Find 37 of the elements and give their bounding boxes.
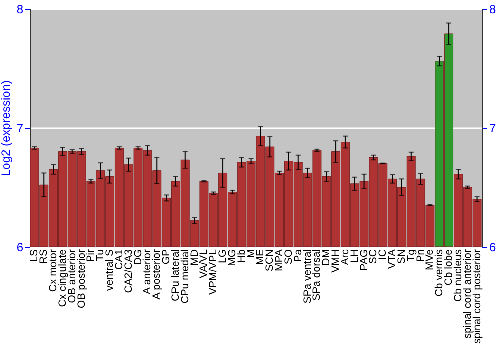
x-tick-label: Pa xyxy=(292,249,304,262)
y-tick-label: 6 xyxy=(16,240,24,254)
y-tick-label: 7 xyxy=(16,122,24,136)
x-tick-label: RS xyxy=(38,250,50,264)
x-tick-label: Tu xyxy=(94,249,107,262)
y2-tick-label: 7 xyxy=(490,122,496,136)
x-tick-label: A anterior xyxy=(142,249,154,294)
x-tick-label: spinal cord anterior xyxy=(462,248,474,339)
x-tick-label: DM xyxy=(320,250,333,266)
x-tick-label: CPu medial xyxy=(179,250,192,304)
x-tick-label: DG xyxy=(132,250,144,266)
x-tick-label: PAG xyxy=(358,250,370,271)
x-tick-label: IC xyxy=(377,249,390,260)
x-tick-label: Tg xyxy=(405,249,418,262)
x-tick-label: ME xyxy=(254,250,267,266)
x-tick-label: OB posterior xyxy=(76,249,88,308)
x-tick-label: VPM/VPL xyxy=(208,249,220,296)
x-tick-label: MD xyxy=(188,249,201,266)
x-tick-label: LH xyxy=(348,250,361,263)
x-tick-label: SPa dorsal xyxy=(311,250,324,301)
x-tick-label: SCN xyxy=(264,250,276,272)
x-tick-label: A posterior xyxy=(151,249,164,300)
y2-tick-label: 6 xyxy=(490,240,496,254)
y2-tick-label: 8 xyxy=(490,2,496,16)
x-tick-label: OB anterior xyxy=(66,249,78,304)
x-tick-label: VA/VL xyxy=(198,249,210,278)
x-tick-label: MVe xyxy=(424,249,436,271)
x-tick-label: Pir xyxy=(85,249,98,262)
x-tick-label: M xyxy=(245,250,258,258)
x-tick-label: SC xyxy=(368,249,380,264)
x-tick-label: CA2/CA3 xyxy=(122,249,135,294)
x-tick-label: Hb xyxy=(236,249,248,263)
y-axis-title: Log2 (expression) xyxy=(0,80,13,177)
y-tick-label: 8 xyxy=(16,2,24,16)
x-tick-label: Cx cingulate xyxy=(56,249,69,308)
x-tick-label: spinal cord posterior xyxy=(471,248,484,344)
x-tick-label: LS xyxy=(28,250,41,262)
